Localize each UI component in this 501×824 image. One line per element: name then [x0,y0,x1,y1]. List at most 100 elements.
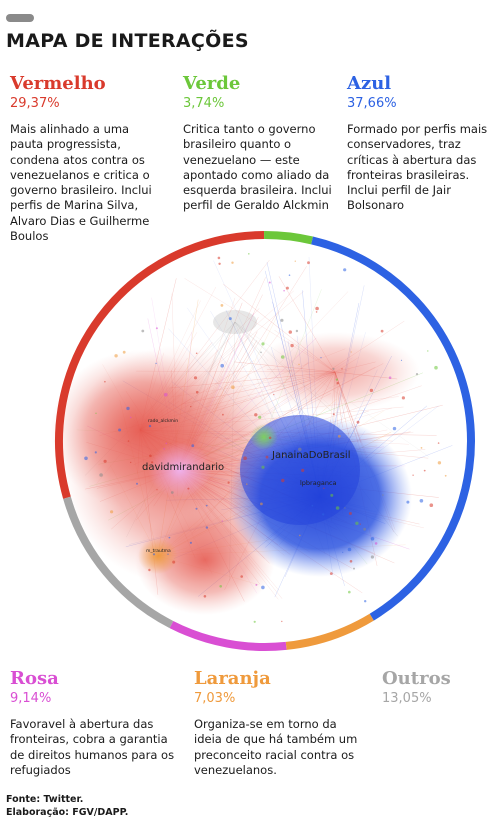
network-node [315,306,319,311]
network-node [285,286,289,290]
network-node [280,355,285,359]
network-node [406,500,410,504]
network-node [195,507,198,510]
group-name: Verde [183,73,241,94]
group-percentage: 9,14% [10,691,52,706]
network-node [427,350,429,352]
network-node [388,376,392,380]
network-node [191,444,195,448]
network-nodes [84,253,447,623]
network-node [220,363,224,368]
network-node [114,354,118,358]
legend-group-laranja: Laranja 7,03% Organiza-se em torno da id… [194,669,368,778]
network-node [104,380,106,383]
network-node [203,595,207,598]
network-node [343,268,347,272]
network-node [356,420,360,424]
network-node [336,382,339,385]
network-node [103,459,107,463]
ring-segment-rosa [169,620,287,651]
network-node [217,256,221,260]
network-node [254,413,258,417]
group-percentage: 7,03% [194,691,236,706]
network-node [110,510,114,514]
network-node [258,415,262,419]
network-node [332,413,335,416]
network-node [155,362,157,365]
network-node [148,424,152,428]
network-node [295,329,299,333]
network-node [341,368,343,370]
network-node [122,350,126,354]
network-node [370,537,375,541]
network-node [349,560,353,563]
network-node [141,329,145,333]
network-node [261,465,265,469]
legend-group-verde: Verde 3,74% Critica tanto o governo bras… [183,74,335,214]
group-description: Organiza-se em torno da ideia de que há … [194,717,358,777]
orange-cluster [138,538,178,574]
node-label-lpbraganca: lpbraganca [300,479,337,487]
network-node [190,405,192,408]
network-node [152,553,156,556]
network-node [218,262,221,265]
network-node [337,434,341,438]
ring-segment-verde [264,230,313,245]
network-node [170,491,174,494]
group-percentage: 3,74% [183,96,225,111]
network-node [370,555,374,559]
network-node [130,461,132,464]
network-node [437,461,442,465]
group-description: Critica tanto o governo brasileiro quant… [183,122,332,213]
network-node [298,447,302,452]
red-cluster-top-right [250,332,420,412]
group-name: Outros [382,668,451,689]
grey-cluster [213,310,257,334]
network-node [382,494,384,496]
network-node [369,388,374,393]
network-graph [50,253,453,623]
network-node [228,317,232,321]
network-node [329,572,333,575]
node-label-davidmirandario: davidmirandario [142,462,224,473]
group-percentage: 13,05% [382,691,432,706]
network-node [261,585,265,590]
network-node [283,289,285,292]
ring-segment-azul [311,236,475,621]
network-node [260,351,262,354]
network-node [221,520,223,522]
network-node [415,373,419,376]
network-node [332,367,335,370]
network-node [129,416,132,419]
group-name: Vermelho [10,73,106,94]
network-node [273,394,275,396]
network-node [136,482,138,485]
network-node [261,342,265,346]
network-node [205,526,209,529]
network-node [189,541,192,544]
node-labels: davidmirandario JanainaDoBrasil lpbragan… [142,418,350,554]
network-node [380,329,384,333]
network-node [231,261,234,264]
network-node [265,455,269,459]
network-node [348,590,351,594]
legend-group-rosa: Rosa 9,14% Favoravel à abertura das fron… [10,669,180,778]
network-node [281,478,285,483]
network-node [330,493,334,497]
network-node [126,406,130,411]
network-node [335,506,340,510]
network-node [423,469,426,472]
network-node [231,385,235,390]
network-node [283,454,285,457]
network-node [320,357,322,359]
source-note: Fonte: Twitter. [6,794,84,805]
network-node [401,396,405,400]
network-node [311,505,314,507]
network-node [429,503,434,508]
credit-note: Elaboração: FGV/DAPP. [6,807,129,818]
network-node [95,412,97,414]
green-cluster [250,424,278,450]
network-node [299,534,301,537]
network-node [307,261,310,265]
network-node [350,351,352,353]
